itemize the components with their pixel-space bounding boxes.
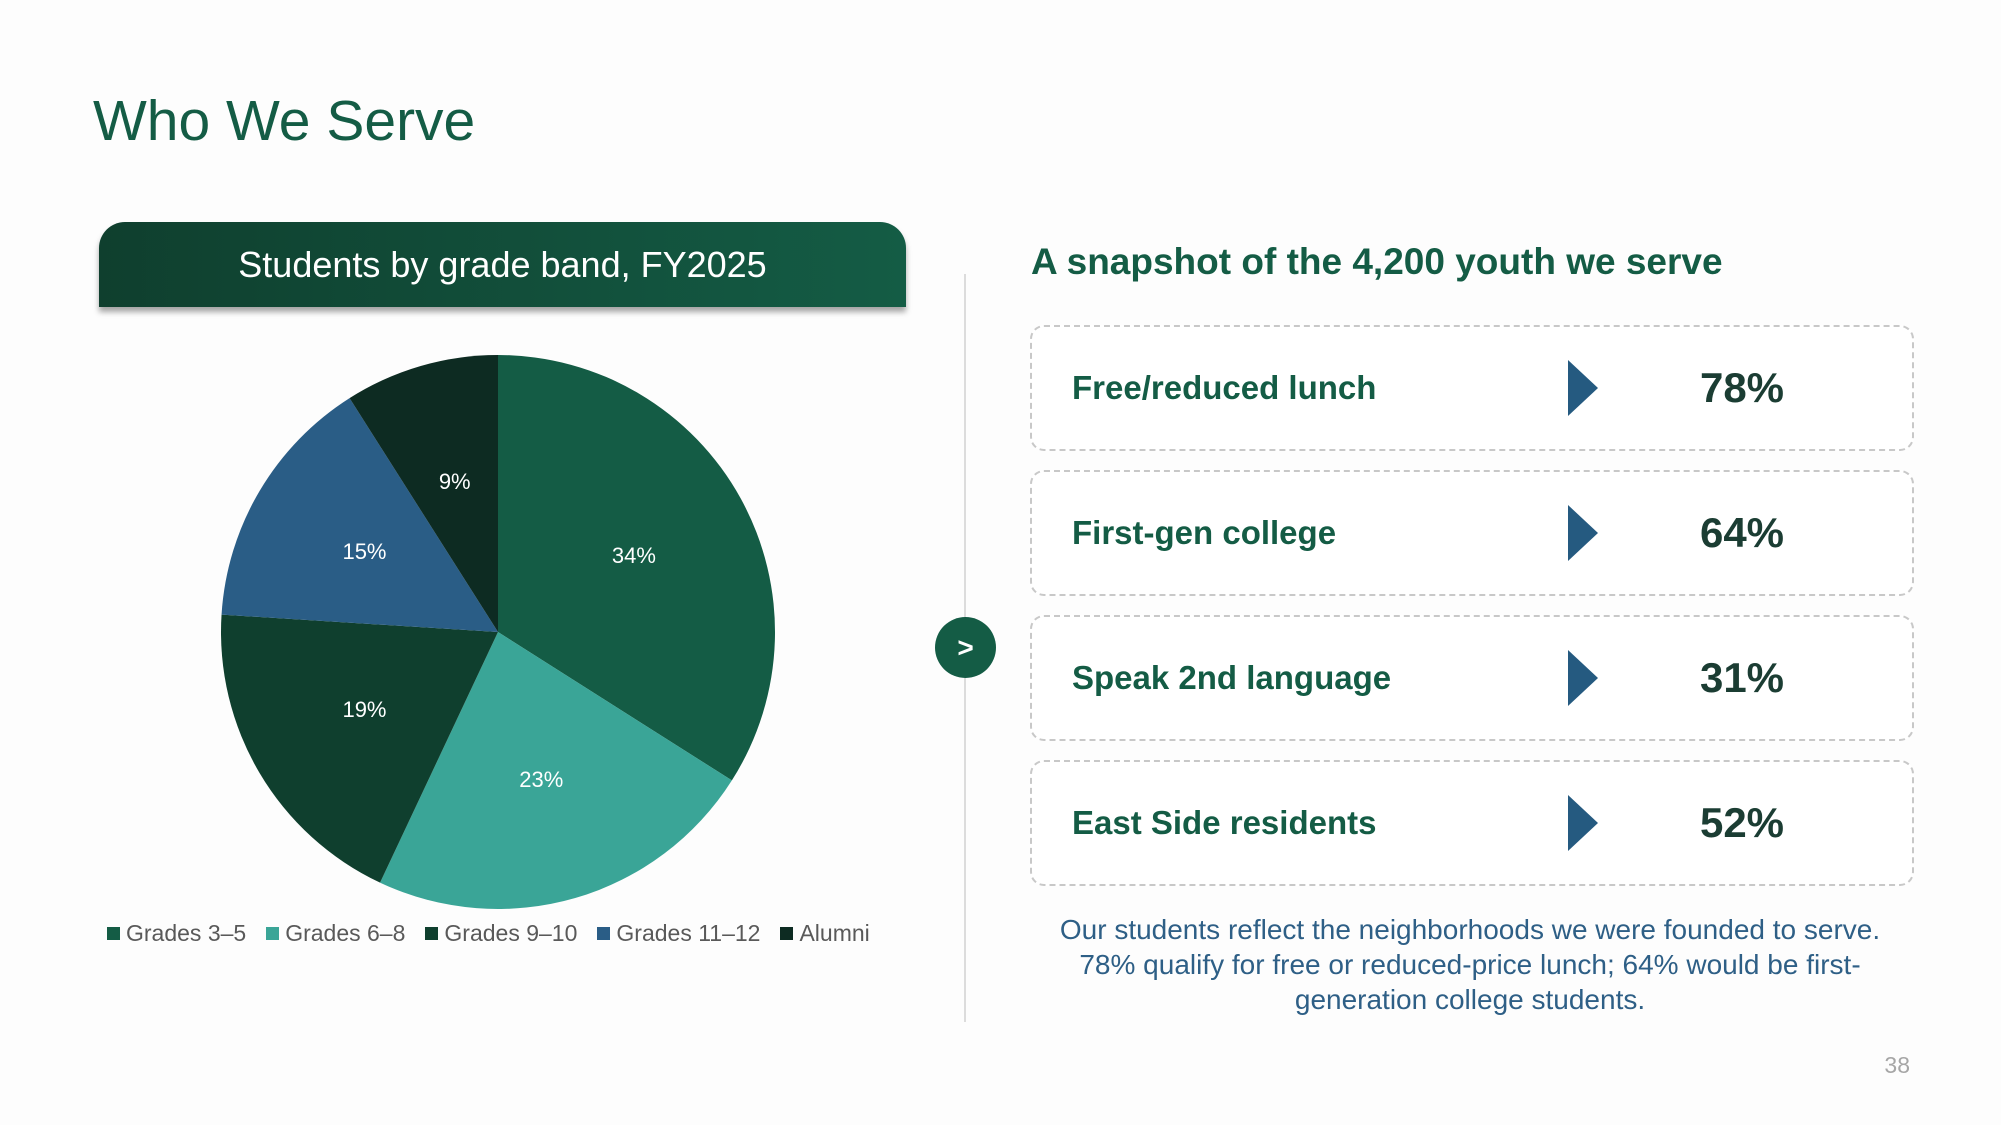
- stat-label: East Side residents: [1072, 804, 1377, 841]
- snapshot-title: A snapshot of the 4,200 youth we serve: [1031, 241, 1723, 282]
- stat-value: 78%: [1699, 364, 1785, 411]
- chart-legend: Grades 3–5 Grades 6–8 Grades 9–10 Grades…: [107, 920, 907, 947]
- chart-title: Students by grade band, FY2025: [238, 243, 767, 285]
- legend-item-grades-11-12: Grades 11–12: [597, 920, 760, 947]
- pie-slice-grades-3-5: [498, 355, 775, 781]
- chevron-right-icon: >: [957, 631, 974, 663]
- pie-label-grades-3-5: 34%: [612, 543, 656, 568]
- pie-label-grades-9-10: 19%: [342, 697, 386, 722]
- pie-slice-alumni: [349, 355, 498, 632]
- pie-label-grades-11-12: 15%: [342, 539, 386, 564]
- stat-value: 52%: [1699, 799, 1785, 846]
- legend-item-grades-9-10: Grades 9–10: [425, 920, 577, 947]
- triangle-right-icon: [1568, 650, 1598, 706]
- legend-swatch: [597, 927, 611, 940]
- pie-slice-grades-6-8: [380, 632, 732, 909]
- pie-slice-grades-11-12: [221, 398, 498, 632]
- legend-swatch: [107, 927, 120, 940]
- stat-card-second-language: Speak 2nd language 31%: [1030, 615, 1914, 741]
- summary-text: Our students reflect the neighborhoods w…: [1059, 914, 1881, 1015]
- stat-card-first-gen: First-gen college 64%: [1030, 470, 1914, 596]
- legend-label: Alumni: [799, 920, 870, 946]
- chart-header: Students by grade band, FY2025: [99, 222, 906, 307]
- page-title: Who We Serve: [93, 89, 476, 153]
- legend-item-grades-3-5: Grades 3–5: [107, 920, 246, 947]
- legend-label: Grades 11–12: [616, 920, 761, 946]
- legend-swatch: [425, 927, 439, 940]
- triangle-right-icon: [1568, 360, 1598, 416]
- stat-card-east-side: East Side residents 52%: [1030, 760, 1914, 886]
- stat-value: 64%: [1699, 509, 1785, 556]
- legend-swatch: [266, 927, 280, 940]
- triangle-right-icon: [1568, 795, 1598, 851]
- legend-swatch: [780, 927, 794, 940]
- page-number: 38: [1884, 1052, 1910, 1078]
- pie-label-alumni: 9%: [439, 469, 471, 494]
- legend-label: Grades 3–5: [126, 920, 247, 946]
- stat-label: Speak 2nd language: [1072, 659, 1392, 696]
- stat-label: Free/reduced lunch: [1072, 369, 1377, 406]
- legend-item-alumni: Alumni: [780, 920, 870, 947]
- legend-label: Grades 6–8: [285, 920, 406, 946]
- pie-slice-grades-9-10: [221, 614, 498, 883]
- stat-value: 31%: [1699, 654, 1785, 701]
- legend-item-grades-6-8: Grades 6–8: [266, 920, 405, 947]
- triangle-right-icon: [1568, 505, 1598, 561]
- pie-label-grades-6-8: 23%: [519, 767, 563, 792]
- stat-card-free-lunch: Free/reduced lunch 78%: [1030, 325, 1914, 451]
- next-arrow-button[interactable]: >: [935, 617, 996, 678]
- legend-label: Grades 9–10: [444, 920, 578, 946]
- stat-label: First-gen college: [1072, 514, 1337, 551]
